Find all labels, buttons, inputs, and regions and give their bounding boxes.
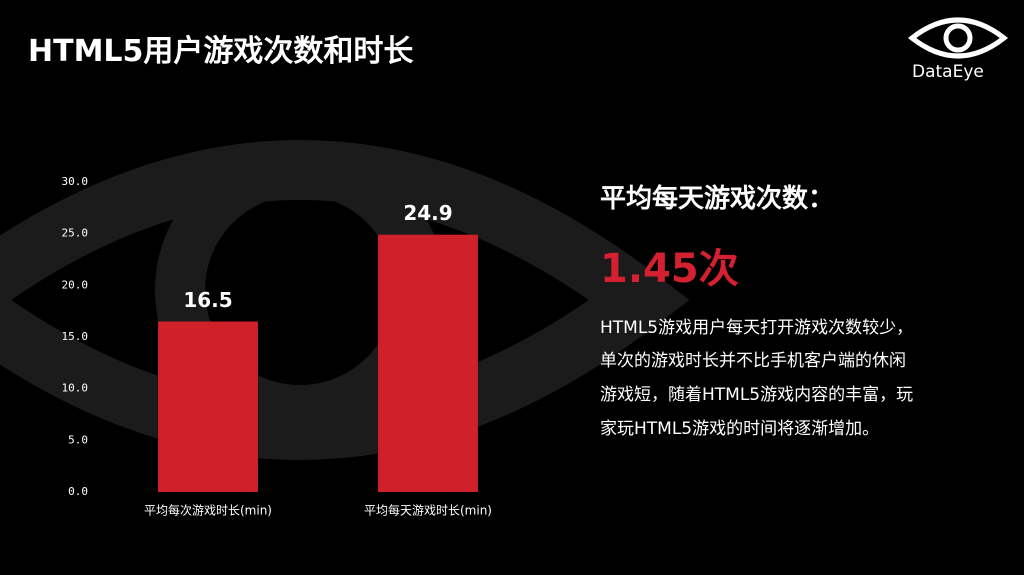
x-tick-label: 平均每天游戏时长(min): [364, 503, 492, 518]
y-tick-label: 15.0: [62, 330, 89, 343]
logo-eye: [907, 17, 1009, 59]
logo-icon: [907, 17, 1009, 59]
x-tick-label: 平均每次游戏时长(min): [144, 503, 272, 518]
body-line: 家玩HTML5游戏的时间将逐渐增加。: [600, 419, 880, 439]
background-eye: [0, 140, 690, 460]
bar: [158, 321, 258, 492]
y-tick-label: 30.0: [62, 175, 89, 188]
logo-text: DataEye: [912, 62, 984, 82]
panel-heading: 平均每天游戏次数：: [600, 184, 835, 214]
y-tick-label: 25.0: [62, 227, 89, 240]
y-tick-label: 20.0: [62, 278, 89, 291]
y-tick-label: 0.0: [68, 485, 88, 498]
y-tick-label: 10.0: [62, 382, 89, 395]
slide-title: HTML5用户游戏次数和时长: [28, 34, 414, 69]
body-line: 游戏短，随着HTML5游戏内容的丰富，玩: [600, 385, 914, 405]
panel-highlight: 1.45次: [600, 246, 739, 292]
body-line: 单次的游戏时长并不比手机客户端的休闲: [600, 351, 906, 371]
bar: [378, 234, 478, 492]
body-line: HTML5游戏用户每天打开游戏次数较少，: [600, 318, 914, 338]
y-tick-label: 5.0: [68, 433, 88, 446]
value-label: 24.9: [403, 201, 452, 225]
logo-pupil: [943, 23, 973, 53]
value-label: 16.5: [183, 288, 232, 312]
